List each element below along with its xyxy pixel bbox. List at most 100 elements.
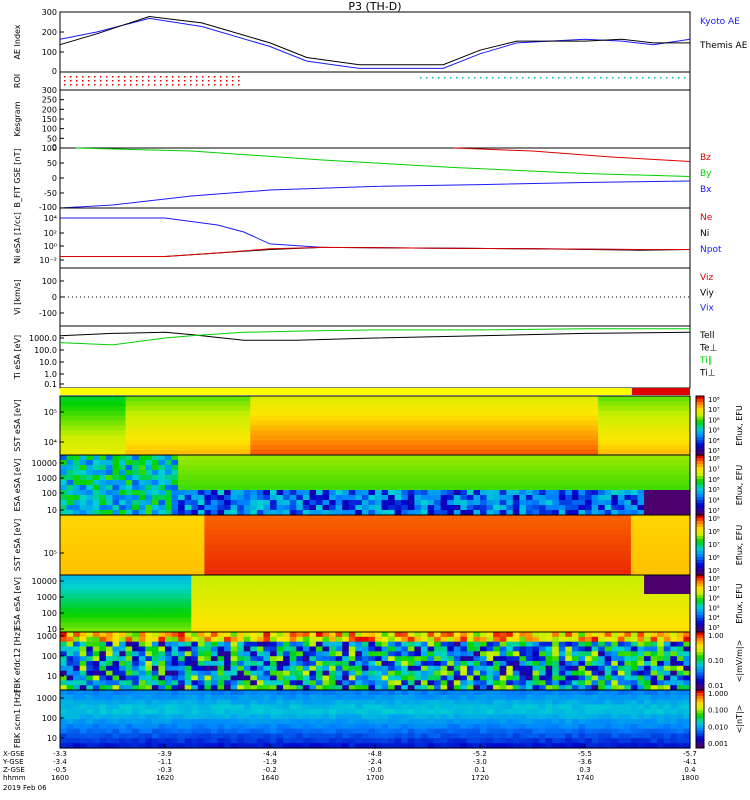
heatmap-cell bbox=[125, 555, 133, 561]
heatmap-cell bbox=[138, 470, 146, 476]
heatmap-cell bbox=[519, 613, 527, 619]
heatmap-cell bbox=[119, 396, 127, 402]
heatmap-cell bbox=[676, 627, 685, 633]
heatmap-cell bbox=[355, 550, 363, 556]
heatmap-cell bbox=[296, 627, 304, 633]
heatmap-cell bbox=[243, 480, 251, 486]
heatmap-cell bbox=[644, 495, 652, 501]
heatmap-cell bbox=[486, 608, 494, 614]
heatmap-cell bbox=[617, 584, 625, 590]
heatmap-cell bbox=[499, 490, 507, 496]
heatmap-cell bbox=[250, 490, 258, 496]
heatmap-cell bbox=[663, 545, 671, 551]
heatmap-cell bbox=[178, 490, 186, 496]
heatmap-cell bbox=[60, 495, 68, 501]
heatmap-cell bbox=[486, 598, 494, 605]
heatmap-cell bbox=[466, 584, 475, 590]
heatmap-cell bbox=[112, 505, 120, 511]
heatmap-cell bbox=[171, 515, 179, 521]
heatmap-cell bbox=[204, 510, 212, 516]
heatmap-cell bbox=[552, 460, 560, 466]
heatmap-cell bbox=[539, 500, 547, 506]
heatmap-cell bbox=[676, 613, 685, 619]
y-tick-label: 50 bbox=[47, 134, 57, 143]
roi-dot bbox=[136, 80, 138, 82]
heatmap-cell bbox=[158, 405, 166, 412]
heatmap-cell bbox=[657, 617, 665, 624]
heatmap-cell bbox=[375, 400, 383, 407]
heatmap-cell bbox=[637, 495, 645, 501]
heatmap-cell bbox=[289, 465, 297, 471]
heatmap-cell bbox=[138, 510, 146, 516]
heatmap-cell bbox=[184, 540, 192, 546]
heatmap-cell bbox=[440, 622, 448, 628]
heatmap-cell bbox=[296, 490, 304, 496]
heatmap-cell bbox=[499, 613, 507, 619]
heatmap-cell bbox=[558, 603, 566, 609]
heatmap-cell bbox=[309, 396, 317, 402]
heatmap-cell bbox=[578, 450, 586, 456]
heatmap-cell bbox=[460, 570, 468, 576]
heatmap-cell bbox=[598, 420, 606, 427]
heatmap-cell bbox=[270, 545, 278, 551]
heatmap-cell bbox=[440, 475, 448, 481]
heatmap-cell bbox=[670, 627, 678, 633]
heatmap-cell bbox=[217, 470, 225, 476]
heatmap-cell bbox=[676, 490, 685, 496]
heatmap-cell bbox=[532, 480, 540, 486]
heatmap-cell bbox=[401, 505, 409, 511]
heatmap-cell bbox=[519, 584, 527, 590]
heatmap-cell bbox=[224, 613, 232, 619]
heatmap-cell bbox=[138, 500, 146, 506]
heatmap-cell bbox=[434, 490, 442, 496]
heatmap-cell bbox=[650, 475, 658, 481]
heatmap-cell bbox=[644, 617, 652, 624]
heatmap-cell bbox=[243, 535, 251, 541]
heatmap-cell bbox=[630, 396, 639, 402]
heatmap-cell bbox=[355, 400, 363, 407]
heatmap-cell bbox=[420, 520, 429, 526]
heatmap-cell bbox=[224, 400, 232, 407]
heatmap-cell bbox=[480, 627, 488, 633]
heatmap-cell bbox=[302, 410, 310, 417]
roi-dot bbox=[94, 80, 96, 82]
heatmap-cell bbox=[335, 545, 343, 551]
heatmap-cell bbox=[539, 622, 547, 628]
heatmap-cell bbox=[644, 490, 652, 496]
heatmap-cell bbox=[676, 594, 685, 600]
heatmap-cell bbox=[644, 540, 652, 546]
heatmap-cell bbox=[414, 445, 422, 451]
heatmap-cell bbox=[263, 415, 271, 422]
heatmap-cell bbox=[105, 525, 114, 531]
heatmap-cell bbox=[250, 505, 258, 511]
heatmap-cell bbox=[532, 500, 540, 506]
heatmap-cell bbox=[138, 440, 146, 446]
heatmap-cell bbox=[315, 617, 324, 624]
heatmap-cell bbox=[197, 550, 205, 556]
heatmap-cell bbox=[210, 495, 219, 501]
roi-dot bbox=[678, 77, 680, 79]
heatmap-cell bbox=[440, 415, 448, 422]
heatmap-cell bbox=[663, 495, 671, 501]
heatmap-cell bbox=[66, 495, 74, 501]
heatmap-cell bbox=[210, 396, 219, 402]
heatmap-cell bbox=[545, 584, 553, 590]
heatmap-cell bbox=[407, 460, 415, 466]
heatmap-cell bbox=[197, 598, 205, 605]
heatmap-cell bbox=[375, 515, 383, 521]
heatmap-cell bbox=[388, 579, 396, 586]
heatmap-cell bbox=[585, 603, 593, 609]
heatmap-cell bbox=[256, 555, 265, 561]
heatmap-cell bbox=[289, 415, 297, 422]
heatmap-cell bbox=[617, 470, 625, 476]
heatmap-cell bbox=[637, 430, 645, 436]
heatmap-cell bbox=[79, 415, 87, 422]
heatmap-cell bbox=[132, 435, 140, 441]
colorbar-segment bbox=[696, 434, 704, 438]
heatmap-cell bbox=[519, 435, 527, 441]
heatmap-cell bbox=[670, 460, 678, 466]
heatmap-cell bbox=[361, 594, 370, 600]
heatmap-cell bbox=[329, 545, 337, 551]
panel-frame bbox=[59, 325, 691, 389]
heatmap-cell bbox=[270, 510, 278, 516]
